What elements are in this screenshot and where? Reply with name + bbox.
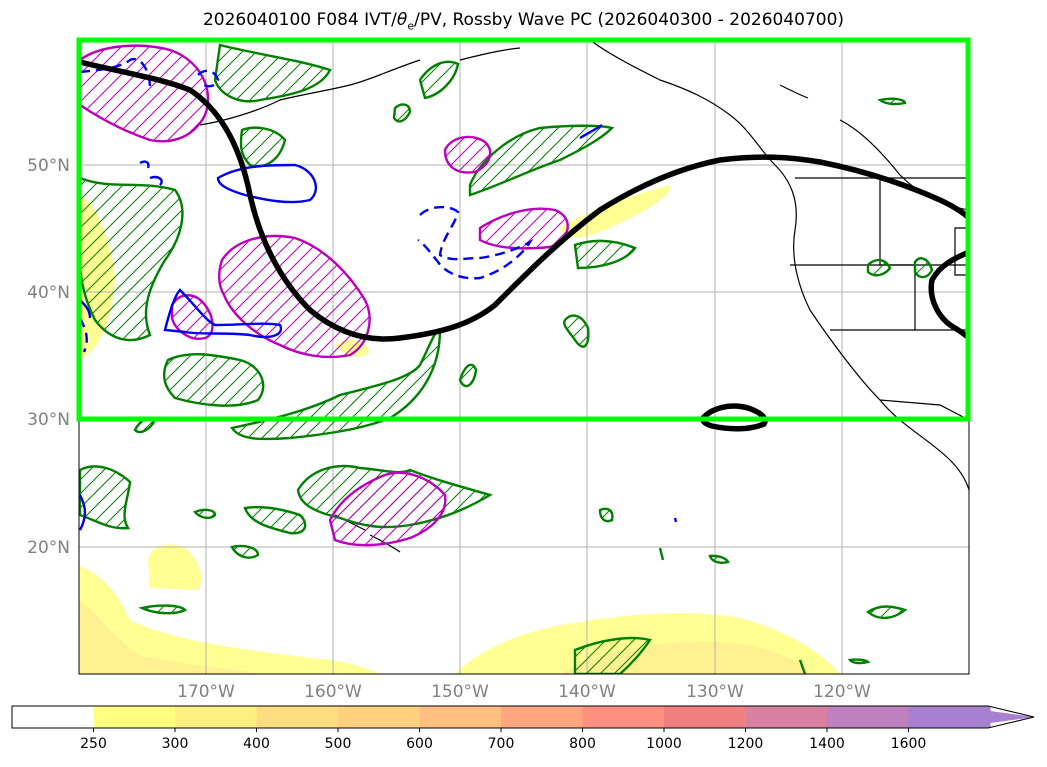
lon-label-160w: 160°W — [304, 682, 362, 702]
blue-contours — [79, 124, 678, 531]
lon-label-170w: 170°W — [177, 682, 235, 702]
colorbar-tick-label: 700 — [488, 736, 515, 752]
ivt-area-southwest-inner — [79, 600, 260, 674]
ivt-area-center-blob — [148, 544, 202, 590]
colorbar-tick-label: 1000 — [646, 736, 682, 752]
colorbar-segment — [338, 706, 420, 728]
colorbar-segment — [664, 706, 746, 728]
colorbar-tick-label: 1200 — [728, 736, 764, 752]
mexico-border — [879, 399, 969, 421]
lon-label-150w: 150°W — [431, 682, 489, 702]
colorbar-extension-arrow — [908, 706, 1034, 728]
colorbar: 250 300 400 500 600 700 800 1000 1200 1400 1600 — [11, 705, 1035, 752]
colorbar-tick-label: 1400 — [809, 736, 845, 752]
waveguide-east — [928, 249, 969, 341]
colorbar-outline — [11, 705, 1035, 729]
colorbar-segment — [745, 706, 828, 728]
colorbar-segment — [256, 706, 339, 728]
highlight-box — [76, 37, 971, 422]
waveguide-main — [79, 59, 969, 342]
lat-label-40: 40°N — [27, 283, 70, 303]
colorbar-segment — [419, 706, 502, 728]
colorbar-tick-label: 300 — [162, 736, 189, 752]
map-title: 2026040100 F084 IVT/θe/PV, Rossby Wave P… — [202, 10, 845, 33]
colorbar-tick-label: 600 — [406, 736, 433, 752]
colorbar-segment-underflow — [12, 706, 94, 728]
colorbar-segment — [582, 706, 665, 728]
colorbar-segment — [501, 706, 583, 728]
colorbar-segment — [93, 706, 176, 728]
colorbar-tick-label: 1600 — [891, 736, 927, 752]
rossby-waveguide — [79, 59, 969, 432]
colorbar-tick-label: 500 — [325, 736, 352, 752]
lon-label-130w: 130°W — [686, 682, 744, 702]
lon-labels: 170°W 160°W 150°W 140°W 130°W 120°W — [177, 682, 871, 702]
lon-label-140w: 140°W — [558, 682, 616, 702]
colorbar-tick-label: 400 — [243, 736, 270, 752]
green-contours — [79, 43, 934, 674]
state-border-3 — [790, 264, 969, 331]
colorbar-tick-label: 800 — [569, 736, 596, 752]
lat-label-20: 20°N — [27, 538, 70, 558]
lat-labels: 50°N 40°N 30°N 20°N — [27, 156, 70, 558]
lat-label-50: 50°N — [27, 156, 70, 176]
colorbar-tick-label: 250 — [80, 736, 107, 752]
lat-label-30: 30°N — [27, 410, 70, 430]
ivt-area-jet — [560, 185, 671, 238]
colorbar-segment — [175, 706, 257, 728]
colorbar-segment — [827, 706, 909, 728]
lon-label-120w: 120°W — [813, 682, 871, 702]
waveguide-loop — [700, 403, 768, 432]
ivt-area-southwest — [79, 565, 380, 674]
